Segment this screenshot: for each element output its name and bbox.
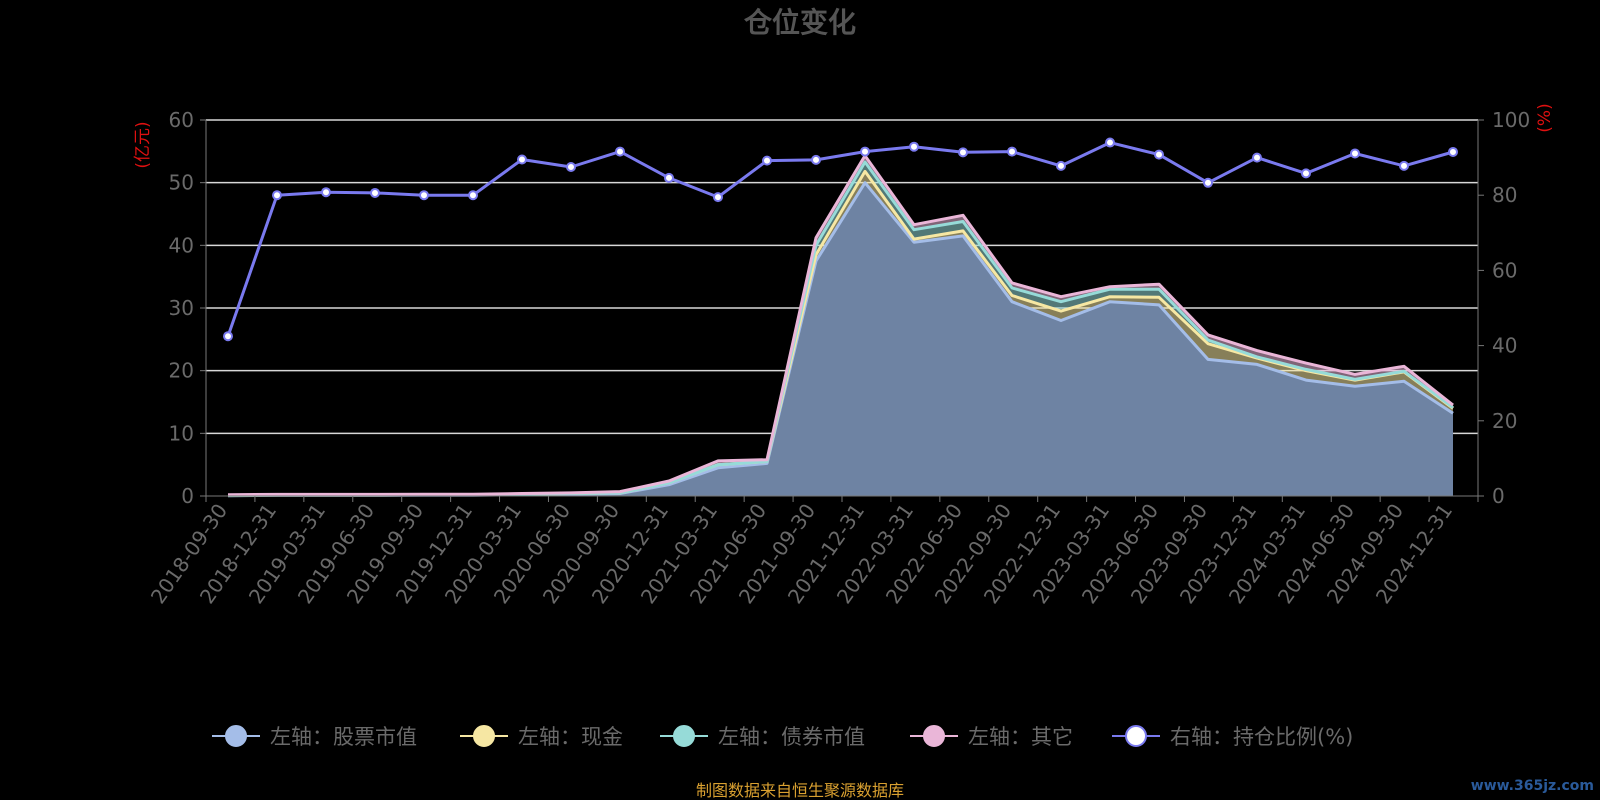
ratio-point <box>860 146 870 157</box>
ratio-point <box>1203 177 1213 188</box>
ratio-line <box>223 137 1458 342</box>
ratio-point <box>223 331 233 342</box>
legend-marker-icon <box>673 725 695 747</box>
ratio-point <box>615 146 625 157</box>
ratio-point <box>1301 168 1311 179</box>
right-axis-tick-label: 80 <box>1492 183 1517 207</box>
left-axis-tick-label: 60 <box>169 108 194 132</box>
legend-item-3[interactable]: 左轴：债券市值 <box>660 725 865 749</box>
left-axis-tick-label: 0 <box>181 484 194 508</box>
ratio-point <box>468 190 478 201</box>
ratio-point <box>1056 160 1066 171</box>
ratio-point <box>664 172 674 183</box>
ratio-point <box>272 190 282 201</box>
right-axis-tick-label: 0 <box>1492 484 1505 508</box>
right-axis-tick-label: 40 <box>1492 334 1517 358</box>
area-series-1 <box>228 182 1453 496</box>
legend-marker-icon <box>923 725 945 747</box>
ratio-point <box>1399 160 1409 171</box>
left-axis-tick-label: 40 <box>169 233 194 257</box>
watermark: www.365jz.com <box>1471 778 1594 794</box>
chart-title: 仓位变化 <box>744 6 856 39</box>
ratio-point <box>1105 137 1115 148</box>
ratio-point <box>713 192 723 203</box>
ratio-point <box>370 187 380 198</box>
legend-marker-icon <box>1125 725 1147 747</box>
ratio-line-path <box>226 141 1454 337</box>
left-axis-tick-label: 10 <box>169 421 194 445</box>
legend-item-4[interactable]: 左轴：其它 <box>910 725 1073 749</box>
ratio-point <box>1448 146 1458 157</box>
ratio-point <box>958 147 968 158</box>
stacked-areas <box>227 154 1454 498</box>
right-axis-tick-label: 60 <box>1492 258 1517 282</box>
source-note: 制图数据来自恒生聚源数据库 <box>696 781 904 800</box>
legend-label: 右轴：持仓比例(%) <box>1170 725 1353 749</box>
legend[interactable]: 左轴：股票市值 左轴：现金 左轴：债券市值 左轴：其它 右轴：持仓比例(%) <box>212 725 1353 749</box>
ratio-point <box>1154 149 1164 160</box>
left-axis-tick-label: 20 <box>169 359 194 383</box>
ratio-point <box>1007 146 1017 157</box>
ratio-point <box>762 155 772 166</box>
legend-label: 左轴：债券市值 <box>718 725 865 749</box>
right-axis-unit: (%) <box>1535 103 1555 132</box>
right-axis-tick-label: 20 <box>1492 409 1517 433</box>
legend-label: 左轴：股票市值 <box>270 725 417 749</box>
right-axis-tick-label: 100 <box>1492 108 1530 132</box>
ratio-point <box>419 190 429 201</box>
legend-marker-icon <box>225 725 247 747</box>
legend-marker-icon <box>473 725 495 747</box>
ratio-point <box>1252 152 1262 163</box>
legend-label: 左轴：现金 <box>518 725 623 749</box>
ratio-point <box>909 141 919 152</box>
left-axis-tick-label: 50 <box>169 171 194 195</box>
ratio-point <box>566 162 576 172</box>
left-axis-unit: (亿元) <box>133 121 153 168</box>
area-line-series-4 <box>227 154 1454 497</box>
ratio-point <box>517 154 527 165</box>
legend-item-1[interactable]: 左轴：股票市值 <box>212 725 417 749</box>
legend-label: 左轴：其它 <box>968 725 1073 749</box>
ratio-point <box>321 187 331 198</box>
ratio-point <box>811 154 821 165</box>
legend-item-2[interactable]: 左轴：现金 <box>460 725 623 749</box>
ratio-point <box>1350 148 1360 159</box>
left-axis-tick-label: 30 <box>169 296 194 320</box>
legend-item-5[interactable]: 右轴：持仓比例(%) <box>1112 725 1353 749</box>
